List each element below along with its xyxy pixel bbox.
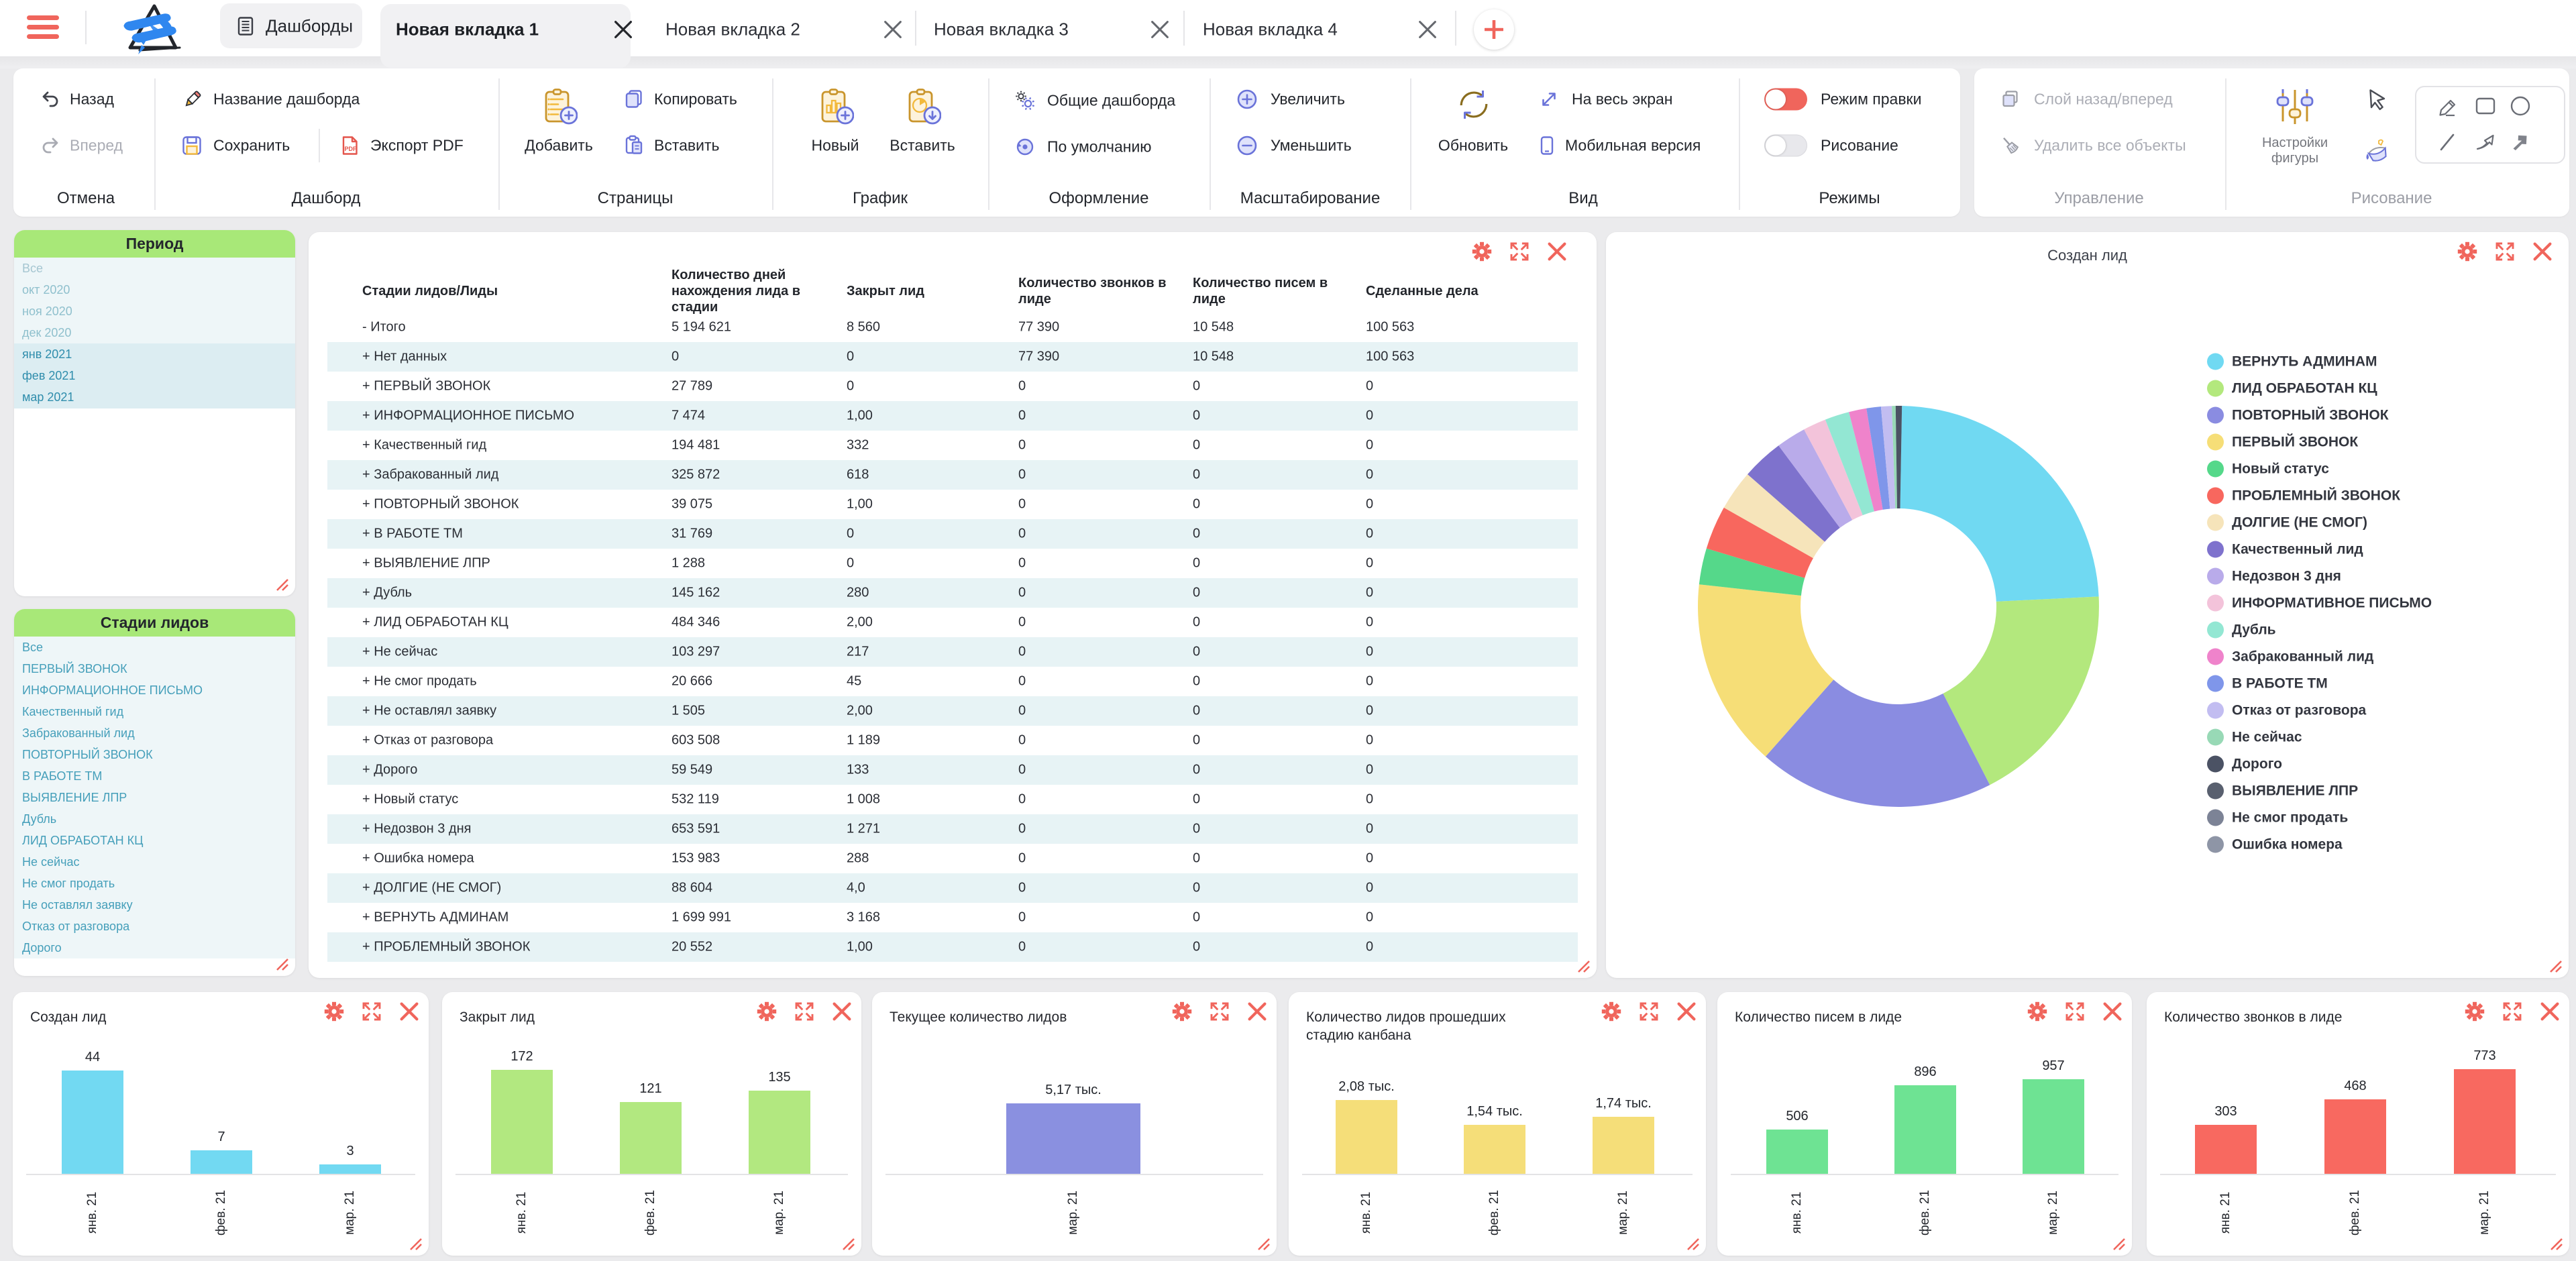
svg-text:PDF: PDF [345,146,358,152]
